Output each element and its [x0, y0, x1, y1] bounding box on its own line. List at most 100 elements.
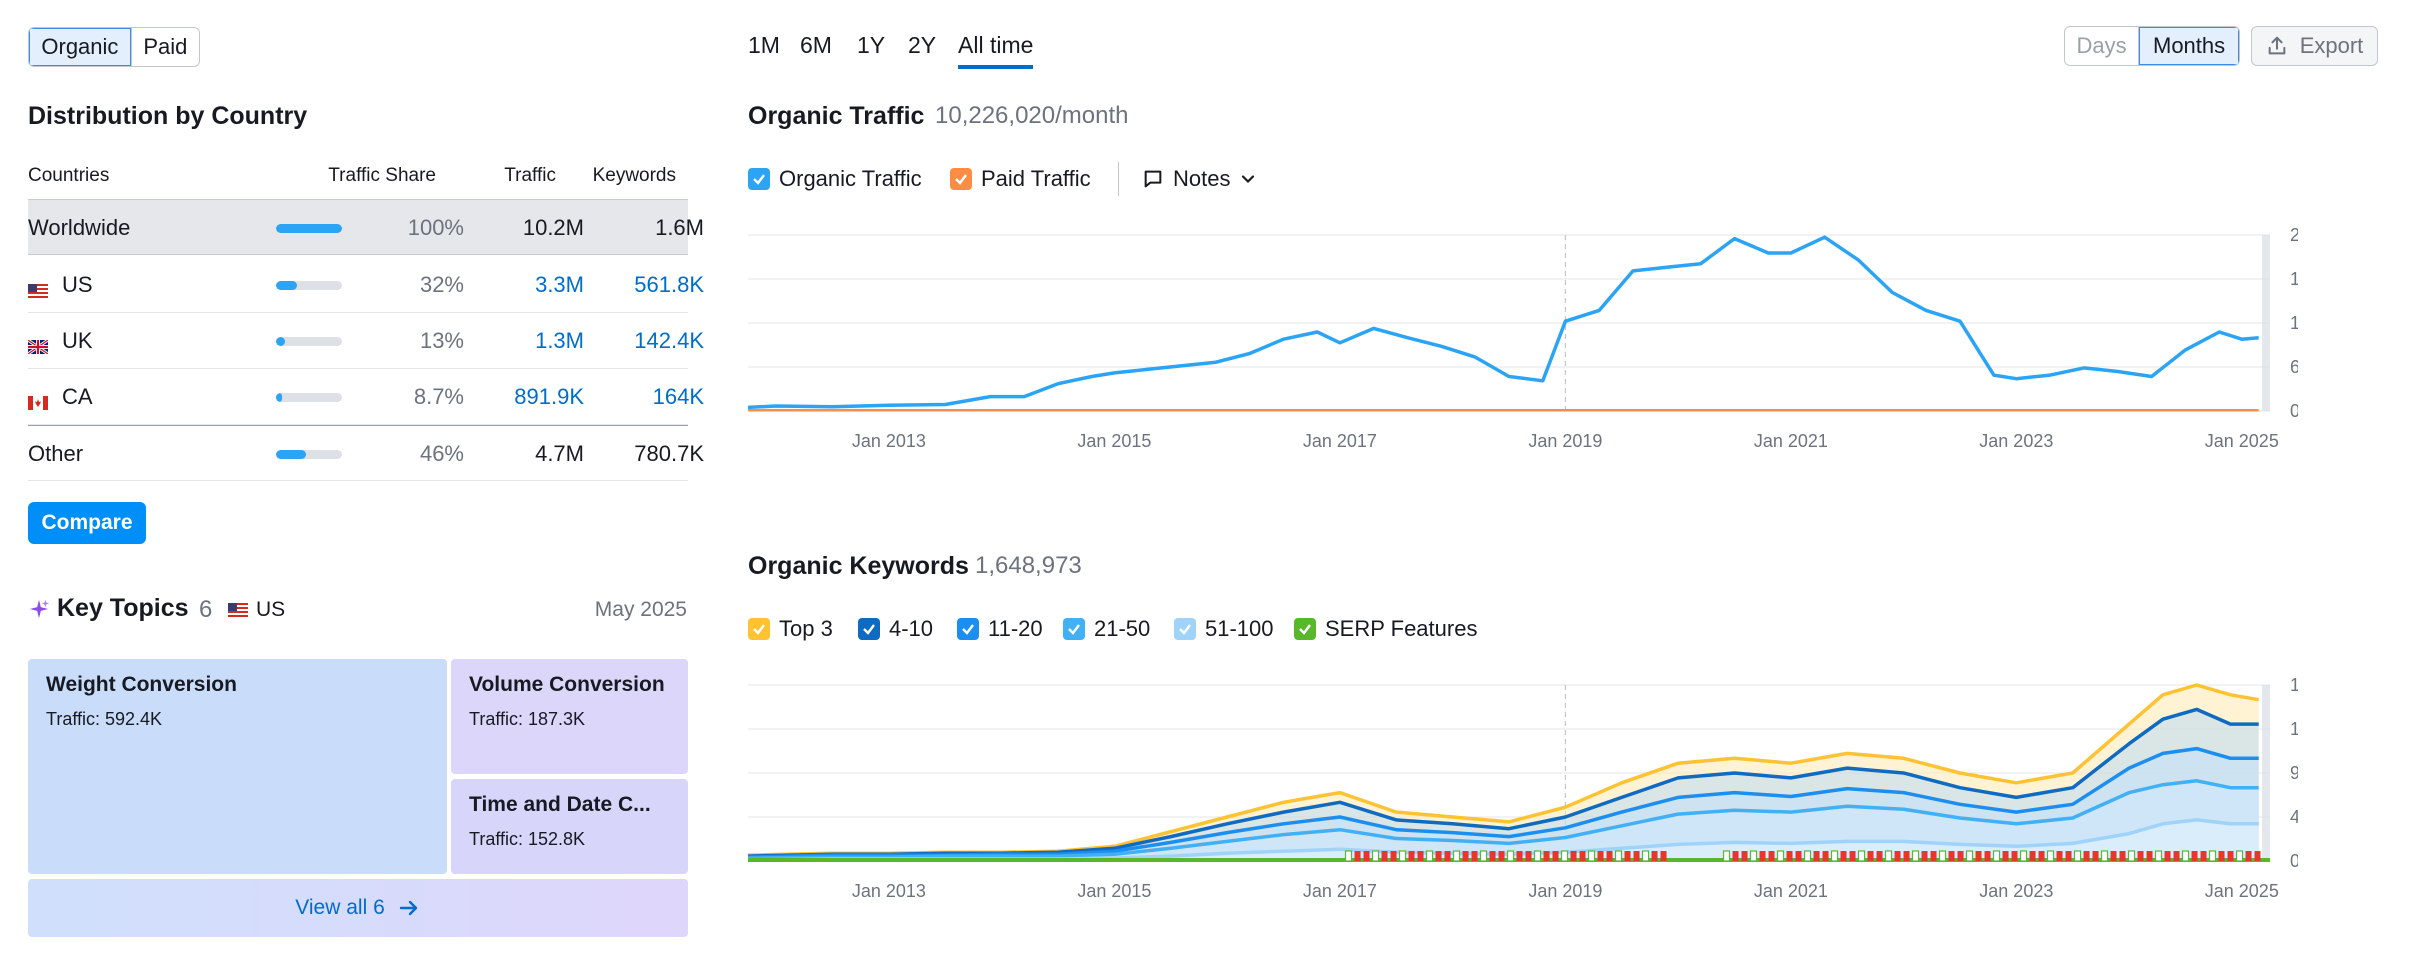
serp-feature-marker[interactable] — [2254, 851, 2261, 861]
notes-dropdown[interactable]: Notes — [1142, 166, 1258, 192]
serp-feature-marker[interactable] — [1587, 850, 1596, 862]
table-row[interactable]: US 32% 3.3M 561.8K — [28, 257, 704, 313]
serp-feature-marker[interactable] — [1552, 851, 1559, 861]
view-all-topics-link[interactable]: View all 6 — [28, 879, 688, 937]
serp-feature-marker[interactable] — [2002, 851, 2009, 861]
organic-traffic-chart[interactable]: 0 6.1M 12.2M 18.3M 24.5M Jan 2013 Jan 2015 Jan … — [748, 225, 2298, 465]
serp-feature-marker[interactable] — [1651, 851, 1658, 861]
period-tab-2y[interactable]: 2Y — [908, 32, 937, 58]
serp-feature-marker[interactable] — [1462, 851, 1469, 861]
export-button[interactable]: Export — [2251, 26, 2378, 66]
keywords-value[interactable]: 164K — [652, 384, 704, 409]
serp-feature-marker[interactable] — [1408, 851, 1415, 861]
series-line-organic-traffic[interactable] — [748, 235, 2259, 410]
serp-feature-marker[interactable] — [2245, 851, 2252, 861]
country-name-cell[interactable]: UK — [27, 313, 228, 369]
serp-feature-marker[interactable] — [1984, 851, 1991, 861]
serp-feature-marker[interactable] — [1479, 850, 1488, 862]
serp-feature-marker[interactable] — [2056, 851, 2063, 861]
serp-feature-marker[interactable] — [1813, 851, 1820, 861]
serp-feature-marker[interactable] — [1624, 851, 1631, 861]
country-name-cell[interactable]: US — [28, 257, 228, 313]
serp-feature-marker[interactable] — [1975, 851, 1982, 861]
serp-feature-marker[interactable] — [2092, 851, 2099, 861]
serp-feature-marker[interactable] — [1560, 850, 1569, 862]
serp-feature-marker[interactable] — [1371, 850, 1380, 862]
col-header-keywords[interactable]: Keywords — [592, 165, 676, 186]
serp-feature-marker[interactable] — [1425, 850, 1434, 862]
serp-feature-marker[interactable] — [1867, 851, 1874, 861]
serp-feature-marker[interactable] — [1516, 851, 1523, 861]
legend-top-3[interactable]: Top 3 — [748, 616, 833, 642]
serp-feature-marker[interactable] — [1830, 850, 1839, 862]
serp-feature-marker[interactable] — [2119, 851, 2126, 861]
serp-feature-marker[interactable] — [1660, 851, 1667, 861]
serp-feature-marker[interactable] — [1606, 851, 1613, 861]
traffic-value[interactable]: 3.3M — [535, 272, 584, 297]
serp-feature-marker[interactable] — [1992, 850, 2001, 862]
serp-feature-marker[interactable] — [2235, 850, 2244, 862]
months-button[interactable]: Months — [2138, 27, 2239, 65]
serp-feature-marker[interactable] — [2073, 850, 2082, 862]
compare-button[interactable]: Compare — [28, 502, 146, 544]
country-name-cell[interactable]: CA — [28, 369, 228, 425]
serp-feature-marker[interactable] — [2208, 850, 2217, 862]
serp-feature-marker[interactable] — [2227, 851, 2234, 861]
serp-feature-marker[interactable] — [2046, 850, 2055, 862]
serp-feature-marker[interactable] — [1417, 851, 1424, 861]
serp-feature-marker[interactable] — [2019, 850, 2028, 862]
table-row[interactable]: CA 8.7% 891.9K 164K — [28, 369, 704, 425]
serp-feature-marker[interactable] — [1795, 851, 1802, 861]
serp-feature-marker[interactable] — [1840, 851, 1847, 861]
serp-feature-marker[interactable] — [1354, 851, 1361, 861]
serp-feature-marker[interactable] — [2154, 850, 2163, 862]
serp-feature-marker[interactable] — [1597, 851, 1604, 861]
col-header-traffic-share[interactable]: Traffic Share — [328, 165, 436, 186]
serp-feature-marker[interactable] — [1876, 851, 1883, 861]
serp-feature-marker[interactable] — [2100, 850, 2109, 862]
serp-feature-marker[interactable] — [1965, 850, 1974, 862]
serp-feature-marker[interactable] — [1363, 851, 1370, 861]
serp-feature-marker[interactable] — [2029, 851, 2036, 861]
serp-feature-marker[interactable] — [1732, 851, 1739, 861]
serp-feature-marker[interactable] — [1344, 850, 1353, 862]
serp-feature-marker[interactable] — [2110, 851, 2117, 861]
serp-feature-marker[interactable] — [1543, 851, 1550, 861]
traffic-value[interactable]: 891.9K — [514, 384, 584, 409]
col-header-traffic[interactable]: Traffic — [504, 165, 556, 186]
serp-feature-marker[interactable] — [2164, 851, 2171, 861]
serp-feature-marker[interactable] — [2173, 851, 2180, 861]
table-row[interactable]: UK 13% 1.3M 142.4K — [27, 313, 704, 369]
serp-feature-marker[interactable] — [1803, 850, 1812, 862]
keywords-value[interactable]: 142.4K — [634, 328, 704, 353]
legend-organic-traffic[interactable]: Organic Traffic — [748, 166, 922, 192]
topic-tile-time-date[interactable]: Time and Date C... Traffic: 152.8K — [451, 779, 688, 874]
serp-feature-marker[interactable] — [2218, 851, 2225, 861]
period-tab-6m[interactable]: 6M — [800, 32, 832, 58]
serp-feature-marker[interactable] — [2181, 850, 2190, 862]
serp-feature-marker[interactable] — [1506, 850, 1515, 862]
serp-feature-marker[interactable] — [1471, 851, 1478, 861]
serp-feature-marker[interactable] — [2083, 851, 2090, 861]
serp-feature-marker[interactable] — [1822, 851, 1829, 861]
serp-feature-marker[interactable] — [1722, 850, 1731, 862]
organic-toggle-button[interactable]: Organic — [29, 28, 131, 66]
serp-feature-marker[interactable] — [1911, 850, 1920, 862]
traffic-value[interactable]: 1.3M — [535, 328, 584, 353]
serp-feature-marker[interactable] — [1498, 851, 1505, 861]
serp-feature-marker[interactable] — [1849, 851, 1856, 861]
serp-feature-marker[interactable] — [2200, 851, 2207, 861]
keywords-value[interactable]: 561.8K — [634, 272, 704, 297]
serp-feature-marker[interactable] — [1894, 851, 1901, 861]
table-row[interactable]: Worldwide 100% 10.2M 1.6M — [28, 199, 704, 255]
topic-tile-weight-conversion[interactable]: Weight Conversion Traffic: 592.4K — [28, 659, 447, 874]
serp-feature-marker[interactable] — [1938, 850, 1947, 862]
serp-feature-marker[interactable] — [1533, 850, 1542, 862]
serp-feature-marker[interactable] — [1930, 851, 1937, 861]
serp-feature-marker[interactable] — [1776, 850, 1785, 862]
days-button[interactable]: Days — [2076, 33, 2127, 58]
serp-feature-marker[interactable] — [1390, 851, 1397, 861]
serp-feature-marker[interactable] — [1903, 851, 1910, 861]
serp-feature-marker[interactable] — [1435, 851, 1442, 861]
serp-feature-marker[interactable] — [1444, 851, 1451, 861]
